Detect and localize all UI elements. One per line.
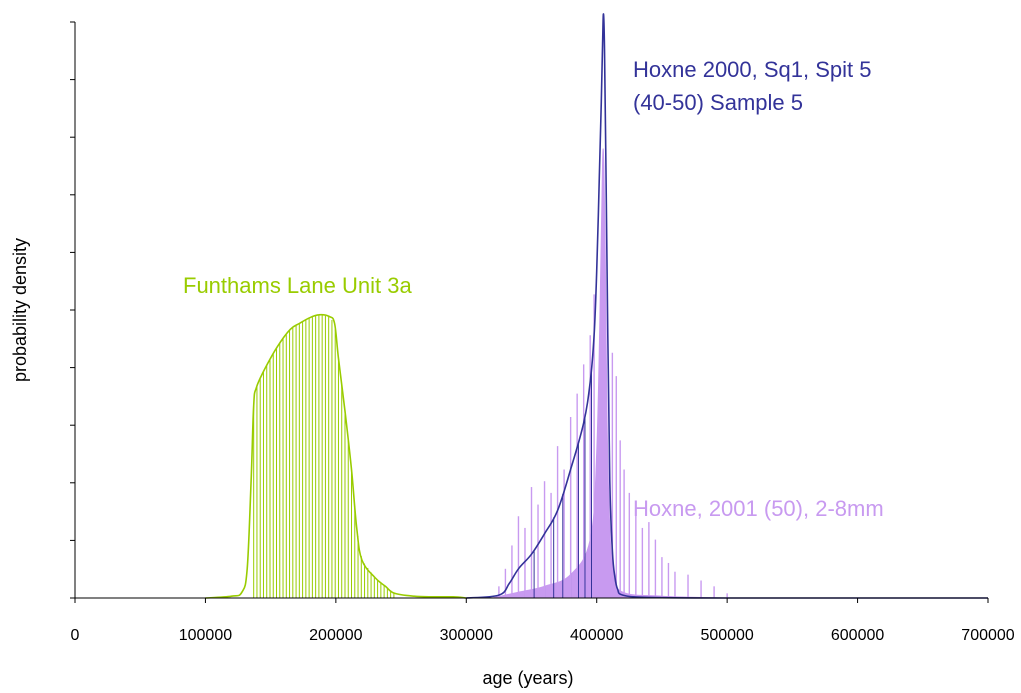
x-tick-label: 0: [71, 627, 80, 644]
x-axis-title: age (years): [482, 668, 573, 688]
series-label-hoxne-2001: Hoxne, 2001 (50), 2-8mm: [633, 496, 884, 521]
series-fill-hoxne-2001: [492, 148, 728, 599]
series-label-funthams: Funthams Lane Unit 3a: [183, 273, 412, 298]
x-tick-label: 300000: [440, 627, 493, 644]
x-tick-label: 700000: [961, 627, 1014, 644]
series-line-funthams: [205, 313, 467, 599]
series-lines: [205, 13, 988, 599]
x-tick-label: 600000: [831, 627, 884, 644]
x-tick-label: 100000: [179, 627, 232, 644]
x-tick-label: 200000: [309, 627, 362, 644]
series-label-hoxne-2000-line2: (40-50) Sample 5: [633, 90, 803, 115]
ticks: [70, 21, 989, 603]
series-label-hoxne-2000-line1: Hoxne 2000, Sq1, Spit 5: [633, 57, 872, 82]
series-line-hoxne-2000: [466, 13, 988, 599]
series-spikes: [253, 294, 728, 598]
x-tick-label: 500000: [700, 627, 753, 644]
x-tick-labels: 0 100000 200000 300000 400000 500000 600000 700…: [71, 627, 1015, 644]
y-axis-title: probability density: [10, 238, 30, 382]
x-tick-label: 400000: [570, 627, 623, 644]
series-fills: [492, 148, 728, 599]
